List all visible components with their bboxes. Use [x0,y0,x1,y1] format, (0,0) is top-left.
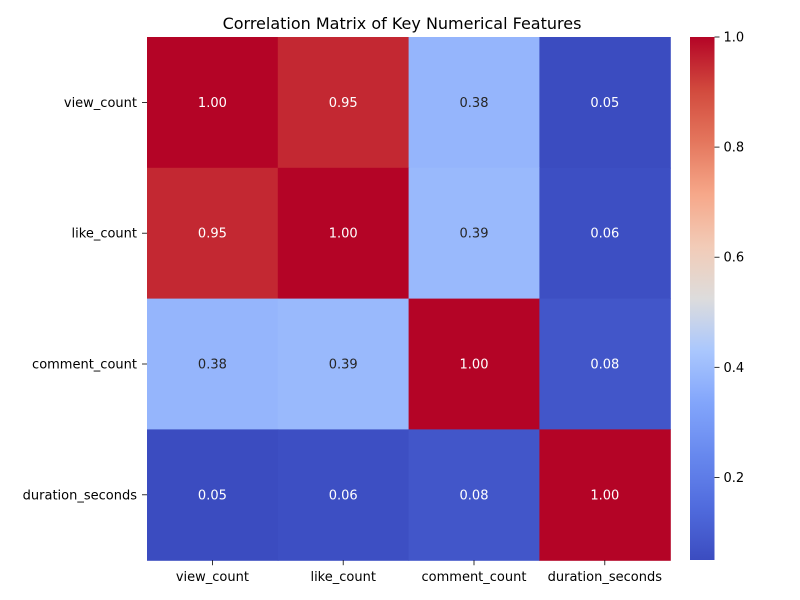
y-tick-label-2: comment_count [32,358,137,373]
heatmap-cell-2-0 [147,298,279,430]
heatmap-cell-3-3 [539,429,671,561]
y-axis: view_count like_count comment_countduratio… [23,96,147,503]
heatmap-cell-0-2 [408,37,540,169]
x-tick-label-2: comment_count [422,570,527,585]
heatmap-cell-label-3-1: 0.06 [329,488,358,503]
heatmap-cell-0-3 [539,37,671,169]
heatmap-cell-label-2-2: 1.00 [460,358,489,373]
heatmap-cell-label-3-3: 1.00 [590,488,619,503]
heatmap-cell-2-2 [408,298,540,430]
heatmap-cell-3-0 [147,429,279,561]
heatmap-cell-1-2 [408,167,540,300]
x-axis: view_count like_count comment_count duratio… [176,560,662,585]
heatmap-cell-label-2-0: 0.38 [198,358,227,373]
heatmap-cell-1-0 [147,167,279,300]
x-tick-label-1: like_count [310,570,375,585]
colorbar-gradient [690,37,715,560]
heatmap-cell-1-1 [277,167,410,300]
y-tick-label-0: view_count [64,96,137,111]
heatmap-cell-label-1-0: 0.95 [198,227,227,242]
y-tick-label-3: duration_seconds [23,488,138,503]
heatmap-cell-3-1 [277,429,410,561]
chart-title: Correlation Matrix of Key Numerical Feat… [223,14,582,33]
x-tick-label-0: view_count [176,570,249,585]
colorbar: 0.2 0.4 0.6 0.8 1.0 [690,31,745,560]
heatmap-cell-label-0-2: 0.38 [460,96,489,111]
heatmap-cell-label-0-1: 0.95 [329,96,358,111]
heatmap-cell-2-3 [539,298,671,430]
heatmap-cell-label-1-3: 0.06 [590,227,619,242]
heatmap-cell-0-0 [147,37,279,169]
heatmap-cell-label-0-0: 1.00 [198,96,227,111]
heatmap-cell-3-2 [408,429,540,561]
colorbar-tick-label-1: 0.4 [724,361,745,376]
colorbar-tick-label-2: 0.6 [724,251,745,266]
heatmap-cell-label-0-3: 0.05 [590,96,619,111]
heatmap-cell-label-3-2: 0.08 [460,488,489,503]
x-tick-label-3: duration_seconds [548,570,663,585]
heatmap-cell-0-1 [277,37,410,169]
heatmap-cell-label-1-2: 0.39 [460,227,489,242]
heatmap-cell-label-2-3: 0.08 [590,358,619,373]
heatmap-cell-label-3-0: 0.05 [198,488,227,503]
heatmap-cell-2-1 [277,298,410,430]
heatmap-cells [147,37,671,561]
colorbar-tick-label-0: 0.2 [724,471,745,486]
heatmap-cell-label-1-1: 1.00 [329,227,358,242]
colorbar-tick-label-4: 1.0 [724,31,745,46]
heatmap-cell-1-3 [539,167,671,300]
y-tick-label-1: like_count [72,227,137,242]
heatmap-cell-labels: 1.00 0.95 0.38 0.05 0.95 1.00 0.39 0.06 0.38 0.39… [198,96,619,503]
heatmap-cell-label-2-1: 0.39 [329,358,358,373]
colorbar-tick-label-3: 0.8 [724,141,745,156]
